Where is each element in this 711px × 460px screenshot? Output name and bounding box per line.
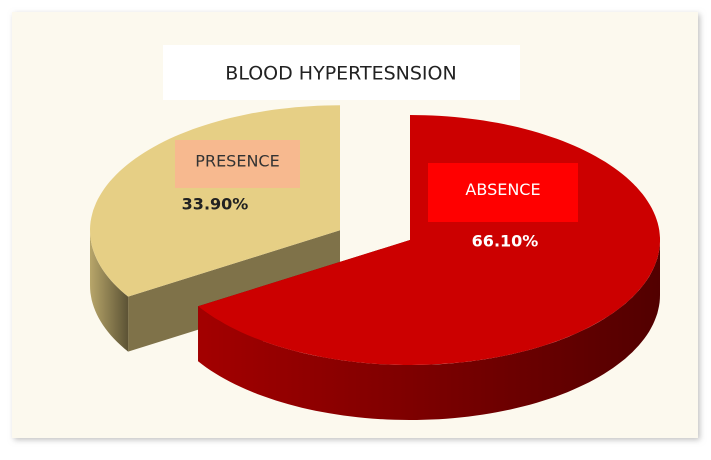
title-box xyxy=(163,45,520,100)
slice-side xyxy=(90,230,129,352)
category-label: ABSENCE xyxy=(465,180,540,199)
slice-side xyxy=(198,240,660,420)
chart-title: BLOOD HYPERTESNSION xyxy=(225,63,456,85)
value-label: 66.10% xyxy=(472,232,539,251)
category-label: PRESENCE xyxy=(195,152,279,171)
value-label: 33.90% xyxy=(182,195,249,214)
labels: PRESENCE 33.90% ABSENCE 66.10% xyxy=(175,140,578,251)
slice-wall xyxy=(128,230,340,352)
label-box xyxy=(175,140,300,188)
label-box xyxy=(428,163,578,222)
